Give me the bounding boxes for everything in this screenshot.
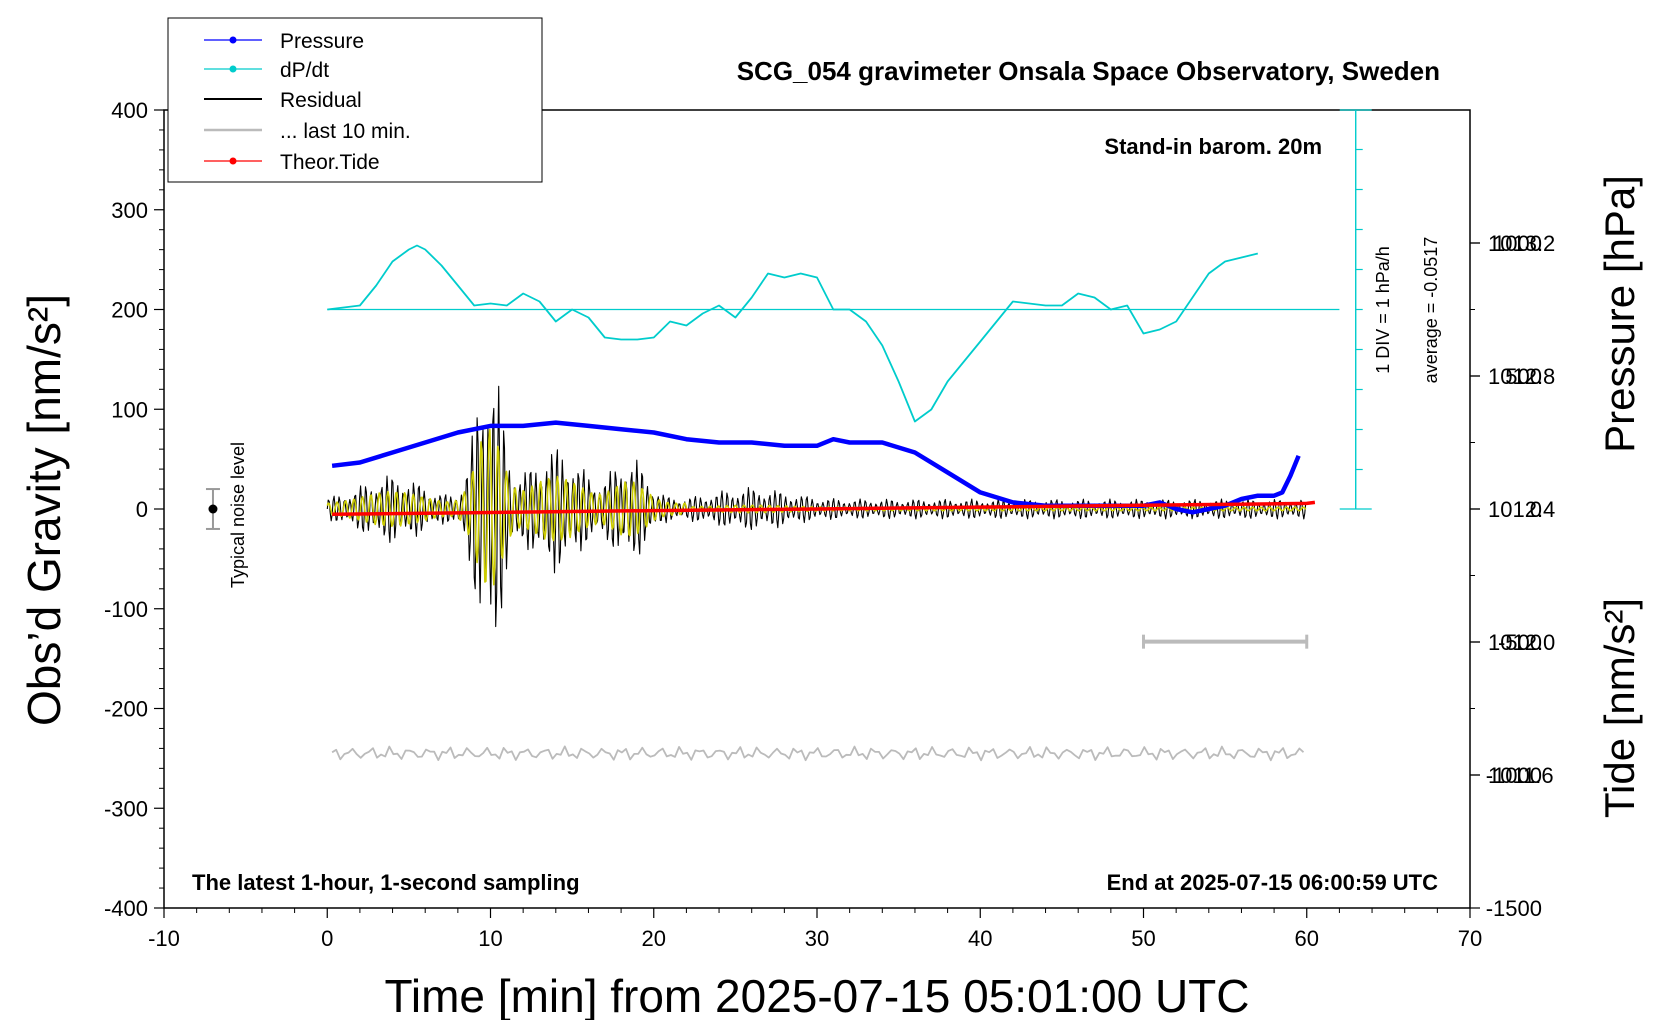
legend-item-residual: Residual [204,89,362,112]
last10-series [331,745,1305,762]
legend-label-tide: Theor.Tide [280,151,380,174]
x-tick-label: 70 [1458,926,1482,951]
legend-marker-tide [229,157,237,165]
y-tick-label: 400 [111,98,148,123]
pressure-series [331,420,1301,515]
noise-level-point [208,504,218,514]
tide-tick-label: -1500 [1486,896,1542,921]
y-tick-label: -100 [104,597,148,622]
series-layer [205,109,1372,762]
y-tick-label: -300 [104,796,148,821]
y-axis-title-tide: Tide [nm/s²] [1596,598,1643,818]
legend-item-last10: ... last 10 min. [204,120,411,143]
tide-tick-label: -500 [1498,630,1542,655]
barometer-note: Stand-in barom. 20m [1104,134,1322,159]
legend-item-pressure: Pressure [204,30,364,53]
tide-tick-label: 0 [1530,497,1542,522]
end-time-note: End at 2025-07-15 06:00:59 UTC [1107,870,1438,895]
y-tick-label: 100 [111,397,148,422]
legend-item-tide: Theor.Tide [204,151,380,174]
tide-tick-label: -1000 [1486,763,1542,788]
latest-hour-note: The latest 1-hour, 1-second sampling [192,870,580,895]
x-tick-label: 60 [1295,926,1319,951]
x-tick-label: 10 [478,926,502,951]
tide-series [332,500,1316,517]
legend-label-residual: Residual [280,89,362,112]
y-tick-label: 0 [136,497,148,522]
chart-title: SCG_054 gravimeter Onsala Space Observat… [737,56,1440,86]
tide-tick-label: 1000 [1493,231,1542,256]
tide-tick-label: 500 [1505,364,1542,389]
y-tick-label: -200 [104,697,148,722]
x-tick-label: 50 [1131,926,1155,951]
pressure-tick-label: 1013.2 [1488,231,1555,256]
pressure-tick-label: 1012.4 [1488,497,1555,522]
dpdt-series [327,244,1259,423]
y-tick-label: 200 [111,298,148,323]
axis-ticks: -10 0 10 20 30 40 50 60 704003002001000-100-200-… [104,98,1555,951]
average-note: average = -0.0517 [1421,237,1441,384]
div-scale-note: 1 DIV = 1 hPa/h [1373,246,1393,374]
y-tick-label: 300 [111,198,148,223]
legend-label-last10: ... last 10 min. [280,120,411,143]
y-axis-title-pressure: Pressure [hPa] [1596,175,1643,453]
x-tick-label: 30 [805,926,829,951]
legend-marker-dpdt [229,65,237,73]
x-tick-label: 0 [321,926,333,951]
legend-label-pressure: Pressure [280,30,364,53]
pressure-tick-label: 1011.6 [1488,763,1554,788]
x-tick-label: 20 [642,926,666,951]
legend-label-dpdt: dP/dt [280,59,329,82]
x-tick-label: 40 [968,926,992,951]
y-tick-label: -400 [104,896,148,921]
pressure-tick-label: 1012.0 [1488,630,1555,655]
y-axis-title-left: Obs’d Gravity [nm/s²] [18,294,70,726]
legend-marker-pressure [229,36,237,44]
x-axis-title: Time [min] from 2025-07-15 05:01:00 UTC [385,970,1250,1020]
legend-item-dpdt: dP/dt [204,59,329,82]
legend: Pressure dP/dt Residual ... last 10 min.… [167,17,543,183]
pressure-tick-label: 1012.8 [1488,364,1555,389]
x-tick-label: -10 [148,926,180,951]
noise-level-note: Typical noise level [228,442,248,588]
